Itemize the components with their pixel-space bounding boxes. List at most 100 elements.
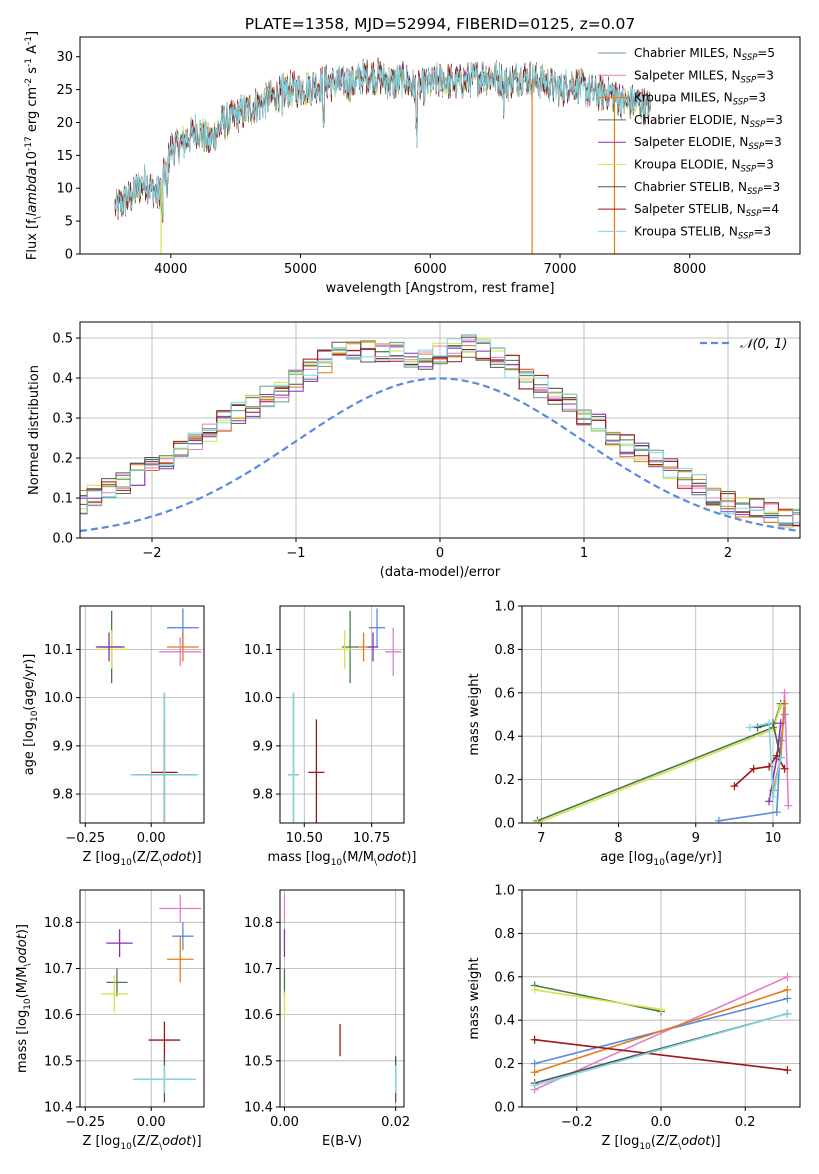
x-tick-label: 0.00 [270, 1115, 299, 1130]
y-tick-label: 9.9 [52, 739, 73, 754]
errorbar-point [336, 630, 353, 669]
x-tick-label: 0.00 [137, 831, 166, 846]
x-tick-label: 7000 [543, 262, 576, 277]
plus-marker [530, 985, 539, 994]
y-tick-label: 10.6 [244, 1008, 273, 1023]
plot-area [533, 688, 793, 823]
chart-weight_vs_Z: −0.2 0.0 0.2 0.0 0.2 0.4 0.6 0.8 1.0 Z [log10​(Z/… [467, 884, 801, 1152]
plus-marker [783, 972, 792, 981]
x-tick-label: −2 [142, 546, 161, 561]
errorbar-point [95, 630, 128, 669]
y-tick-label: 0 [65, 248, 73, 263]
plus-marker [745, 723, 754, 732]
x-tick-label: 7 [537, 831, 545, 846]
y-tick-label: 0.4 [494, 1014, 515, 1029]
plus-marker [776, 719, 785, 728]
errorbar-point [308, 719, 325, 823]
legend-label: Salpeter STELIB, NSSP=4 [634, 202, 779, 219]
chart-mass_vs_Z: −0.25 0.00 10.4 10.5 10.6 10.7 10.8 Z [log10​(Z… [15, 889, 205, 1152]
plus-marker [768, 792, 777, 801]
y-tick-label: 0.2 [494, 1057, 515, 1072]
x-tick-label: 2 [724, 546, 732, 561]
y-tick-label: 10.8 [244, 916, 273, 931]
plus-marker [776, 753, 785, 762]
plus-marker [784, 801, 793, 810]
y-tick-label: 0.6 [494, 970, 515, 985]
legend: Chabrier MILES, NSSP=5 Salpeter MILES, NS… [598, 46, 783, 241]
chart-title: PLATE=1358, MJD=52994, FIBERID=0125, z=0… [245, 15, 635, 33]
weight-line-kroupa_elodie [537, 705, 782, 823]
axes-frame [279, 605, 405, 824]
axes-frame [79, 36, 801, 255]
weight-line-chabrier_elodie [534, 984, 662, 1013]
errorbar-point [385, 627, 402, 676]
plus-marker [530, 1068, 539, 1077]
hist-step-salpeter_elodie [80, 341, 800, 527]
normal-curve [80, 377, 800, 533]
y-tick-label: 10.8 [44, 916, 73, 931]
chart-age_vs_Z: −0.25 0.00 9.8 9.9 10.0 10.1 Z [log10​(Z/Z\​od… [22, 605, 205, 868]
axes-frame [279, 889, 405, 1108]
axes-frame [521, 605, 801, 824]
weight-line-kroupa_stelib [749, 722, 782, 798]
plus-marker [772, 808, 781, 817]
plus-marker [753, 723, 762, 732]
y-tick-label: 0.5 [52, 332, 73, 347]
hist-step-salpeter_stelib [80, 348, 800, 527]
errorbar-point [106, 929, 133, 957]
y-tick-label: 0.0 [52, 532, 73, 547]
errorbar-point [132, 1065, 197, 1094]
y-tick-label: 0.6 [494, 686, 515, 701]
y-tick-label: 10.7 [244, 962, 273, 977]
x-axis-label: wavelength [Angstrom, rest frame] [326, 281, 555, 296]
plot-area [114, 57, 651, 254]
chart-age_vs_mass: 10.50 10.75 9.8 9.9 10.0 10.1 mass [log10​(M/M… [244, 605, 417, 868]
y-tick-label: 0.8 [494, 927, 515, 942]
plus-marker [780, 764, 789, 773]
y-tick-label: 0.3 [52, 412, 73, 427]
y-tick-label: 5 [65, 215, 73, 230]
x-tick-label: 10 [765, 831, 782, 846]
plus-marker [780, 688, 789, 697]
errorbar-point [159, 637, 202, 667]
y-tick-label: 9.8 [252, 788, 273, 803]
x-axis-label: E(B-V) [322, 1134, 362, 1149]
x-axis-label: age [log10​(age/yr)] [600, 850, 722, 868]
legend-label: Kroupa STELIB, NSSP=3 [634, 224, 771, 241]
x-tick-label: 6000 [414, 262, 447, 277]
errorbar-point [159, 894, 202, 923]
plus-marker [530, 1081, 539, 1090]
weight-line-salpeter_stelib [534, 1038, 788, 1071]
hist-step-kroupa_miles [80, 340, 800, 527]
legend-label: Kroupa ELODIE, NSSP=3 [634, 158, 774, 175]
axes-frame [521, 889, 801, 1108]
y-tick-label: 10.5 [244, 1054, 273, 1069]
x-tick-label: 0.00 [137, 1115, 166, 1130]
y-tick-label: 0.1 [52, 492, 73, 507]
y-axis-label: mass [log10​(M/M\​odot)] [15, 924, 33, 1073]
errorbar-point [130, 692, 199, 823]
weight-line-kroupa_elodie [534, 989, 662, 1011]
plus-marker [783, 985, 792, 994]
y-tick-label: 10.0 [44, 691, 73, 706]
legend-label: 𝒩(0, 1) [740, 337, 787, 352]
plus-marker [530, 1059, 539, 1068]
plus-marker [533, 819, 542, 823]
chart-mass_vs_ebv: 0.00 0.02 10.4 10.5 10.6 10.7 10.8 E(B-V) [244, 889, 410, 1149]
legend-label: Chabrier STELIB, NSSP=3 [634, 180, 780, 197]
legend-label: Kroupa MILES, NSSP=3 [634, 91, 766, 108]
x-tick-label: 10.50 [286, 831, 323, 846]
plot-area [530, 972, 792, 1094]
plus-marker [749, 764, 758, 773]
y-tick-label: 25 [56, 83, 73, 98]
x-tick-label: 8 [614, 831, 622, 846]
errorbar-point [148, 1021, 181, 1059]
x-tick-label: −0.2 [561, 1115, 593, 1130]
weight-line-chabrier_elodie [537, 703, 782, 822]
x-tick-label: −0.25 [65, 831, 105, 846]
x-tick-label: 0.02 [381, 1115, 410, 1130]
plus-marker [530, 1035, 539, 1044]
x-tick-label: −0.25 [65, 1115, 105, 1130]
errorbar-point [288, 692, 299, 823]
